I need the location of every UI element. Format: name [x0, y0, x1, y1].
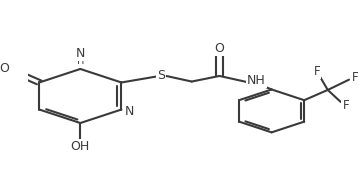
Text: OH: OH — [71, 140, 90, 153]
Text: F: F — [352, 71, 358, 84]
Text: O: O — [214, 42, 225, 55]
Text: N: N — [125, 105, 134, 118]
Text: O: O — [0, 62, 9, 75]
Text: H: H — [77, 55, 84, 66]
Text: S: S — [157, 69, 165, 82]
Text: F: F — [314, 65, 320, 78]
Text: F: F — [343, 99, 349, 112]
Text: NH: NH — [247, 74, 265, 87]
Text: N: N — [76, 47, 85, 60]
